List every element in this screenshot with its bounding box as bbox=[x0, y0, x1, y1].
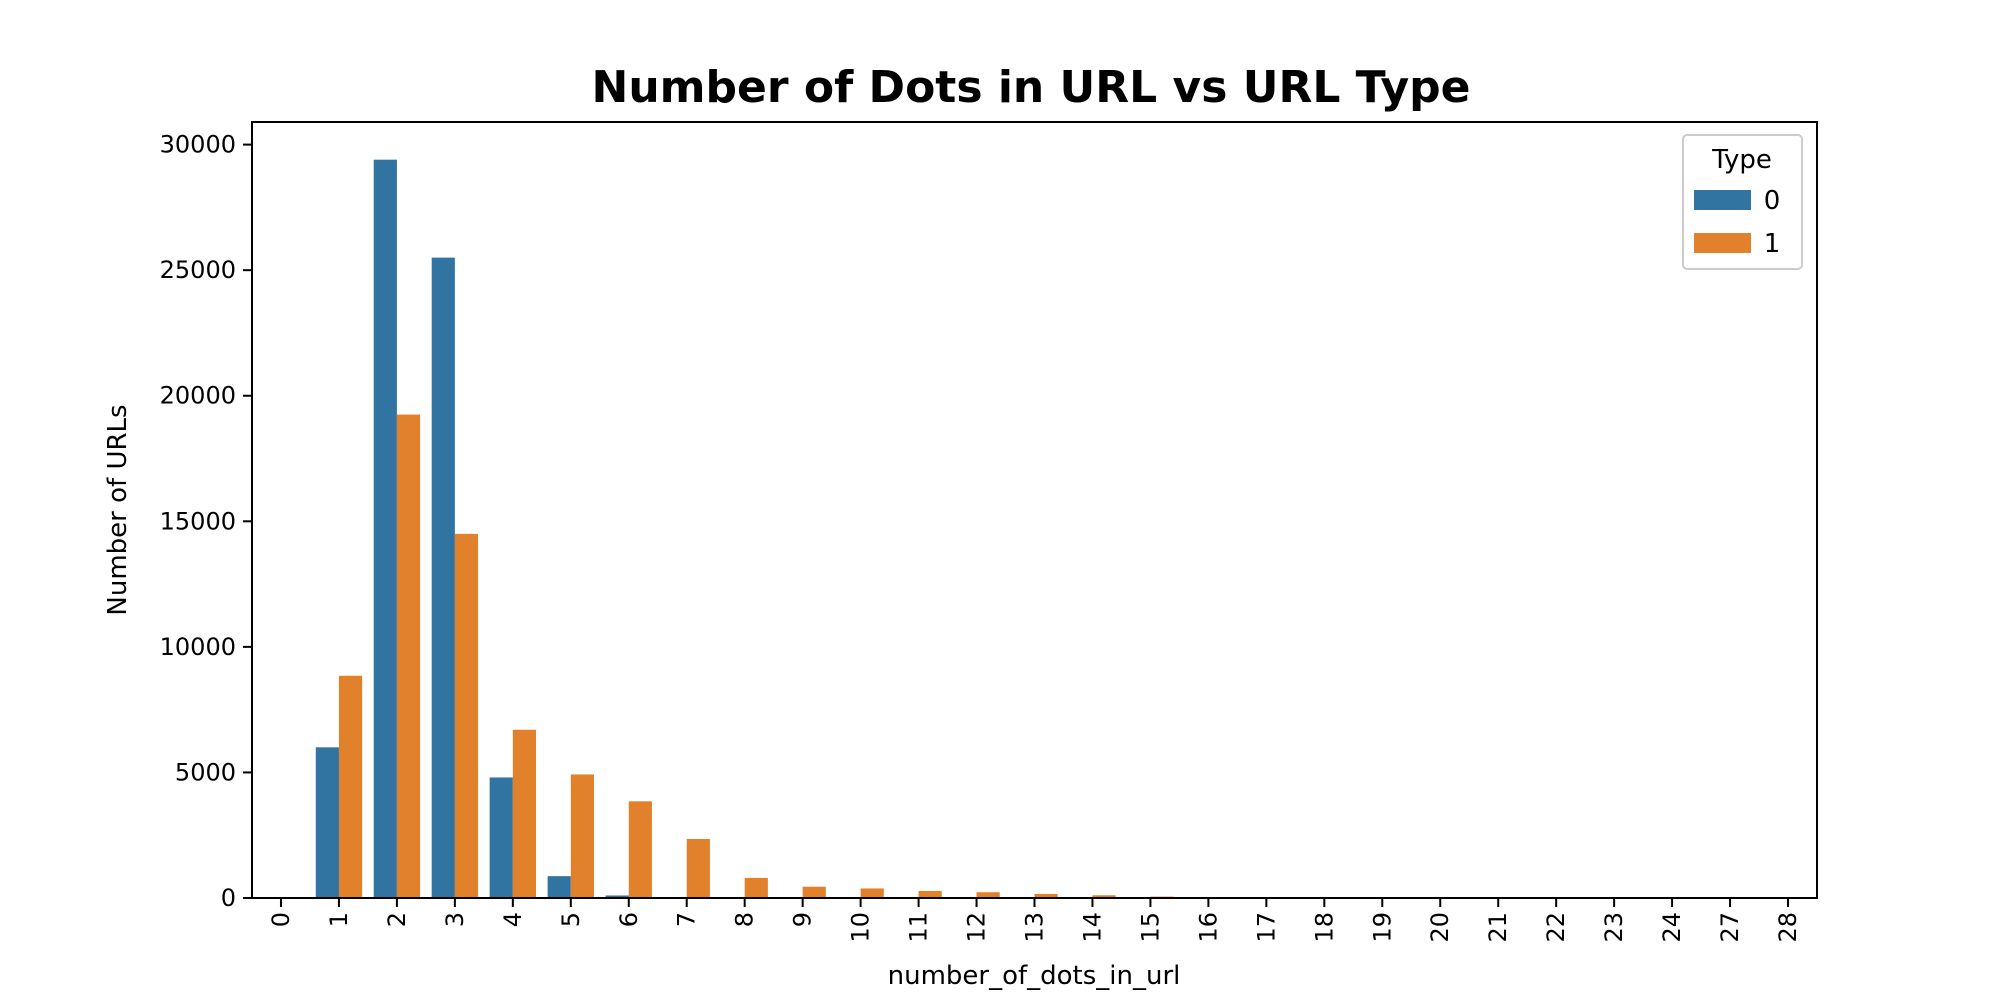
x-axis: 0 1 2 3 4 5 6 7 8 9 10 11 12 13 14 15 16 17 18 19 20 21 22 23 24… bbox=[267, 898, 1802, 943]
chart-title: Number of Dots in URL vs URL Type bbox=[592, 62, 1471, 113]
bar-type1-dots-5 bbox=[570, 774, 594, 898]
x-tick-label: 4 bbox=[499, 912, 527, 927]
legend-label-0: 0 bbox=[1764, 186, 1781, 216]
x-tick-label: 8 bbox=[731, 912, 759, 927]
x-tick-label: 16 bbox=[1194, 912, 1222, 943]
y-tick-label: 10000 bbox=[160, 633, 236, 661]
x-tick-label: 18 bbox=[1310, 912, 1338, 943]
x-tick-label: 20 bbox=[1426, 912, 1454, 943]
bars bbox=[315, 159, 1812, 898]
bar-type1-dots-1 bbox=[338, 675, 363, 898]
bar-type0-dots-2 bbox=[373, 159, 397, 898]
x-tick-label: 21 bbox=[1484, 912, 1512, 943]
legend-swatch-0 bbox=[1694, 190, 1751, 210]
bar-type1-dots-4 bbox=[512, 729, 537, 898]
x-tick-label: 22 bbox=[1542, 912, 1570, 943]
x-tick-label: 14 bbox=[1078, 912, 1106, 943]
plot-frame bbox=[251, 121, 1818, 899]
bar-type1-dots-8 bbox=[744, 877, 768, 898]
bar-type1-dots-10 bbox=[860, 888, 884, 898]
y-tick-label: 0 bbox=[221, 884, 236, 912]
bar-type0-dots-6 bbox=[605, 895, 629, 898]
x-tick-label: 5 bbox=[557, 912, 585, 927]
x-tick-label: 17 bbox=[1252, 912, 1280, 943]
x-tick-label: 28 bbox=[1774, 912, 1802, 943]
y-tick-label: 25000 bbox=[160, 256, 236, 284]
x-tick-label: 6 bbox=[615, 912, 643, 927]
bar-type1-dots-14 bbox=[1092, 895, 1116, 898]
bar-type1-dots-2 bbox=[396, 414, 421, 898]
legend: Type 0 1 bbox=[1682, 134, 1803, 270]
bar-type1-dots-6 bbox=[628, 801, 652, 898]
x-tick-label: 15 bbox=[1136, 912, 1164, 943]
legend-label-1: 1 bbox=[1764, 229, 1781, 259]
y-axis-label: Number of URLs bbox=[103, 404, 133, 615]
bar-type1-dots-11 bbox=[918, 890, 942, 898]
x-tick-label: 11 bbox=[905, 912, 933, 943]
x-tick-label: 0 bbox=[267, 912, 295, 927]
bar-type0-dots-3 bbox=[431, 257, 455, 898]
y-tick-label: 20000 bbox=[160, 382, 236, 410]
x-tick-label: 24 bbox=[1658, 912, 1686, 943]
x-tick-label: 1 bbox=[325, 912, 353, 927]
x-tick-label: 2 bbox=[383, 912, 411, 927]
bar-type0-dots-1 bbox=[315, 747, 339, 898]
bar-type1-dots-7 bbox=[686, 838, 710, 898]
bar-type1-dots-13 bbox=[1034, 893, 1058, 898]
x-tick-label: 13 bbox=[1021, 912, 1049, 943]
y-axis: 0 5000 10000 15000 20000 25000 30000 bbox=[160, 131, 252, 912]
bar-type0-dots-4 bbox=[489, 777, 513, 898]
bar-type1-dots-3 bbox=[454, 533, 479, 898]
x-tick-label: 23 bbox=[1600, 912, 1628, 943]
x-tick-label: 9 bbox=[789, 912, 817, 927]
x-tick-label: 7 bbox=[673, 912, 701, 927]
x-tick-label: 19 bbox=[1368, 912, 1396, 943]
bar-type0-dots-5 bbox=[547, 876, 571, 898]
x-tick-label: 27 bbox=[1716, 912, 1744, 943]
bar-type1-dots-12 bbox=[976, 892, 1000, 898]
bar-type1-dots-9 bbox=[802, 886, 826, 898]
x-tick-label: 3 bbox=[441, 912, 469, 927]
legend-swatch-1 bbox=[1694, 233, 1751, 253]
y-tick-label: 5000 bbox=[175, 758, 236, 786]
x-tick-label: 12 bbox=[963, 912, 991, 943]
x-tick-label: 10 bbox=[847, 912, 875, 943]
legend-title: Type bbox=[1711, 145, 1772, 175]
y-tick-label: 15000 bbox=[160, 507, 236, 535]
x-axis-label: number_of_dots_in_url bbox=[888, 961, 1181, 991]
y-tick-label: 30000 bbox=[160, 131, 236, 159]
